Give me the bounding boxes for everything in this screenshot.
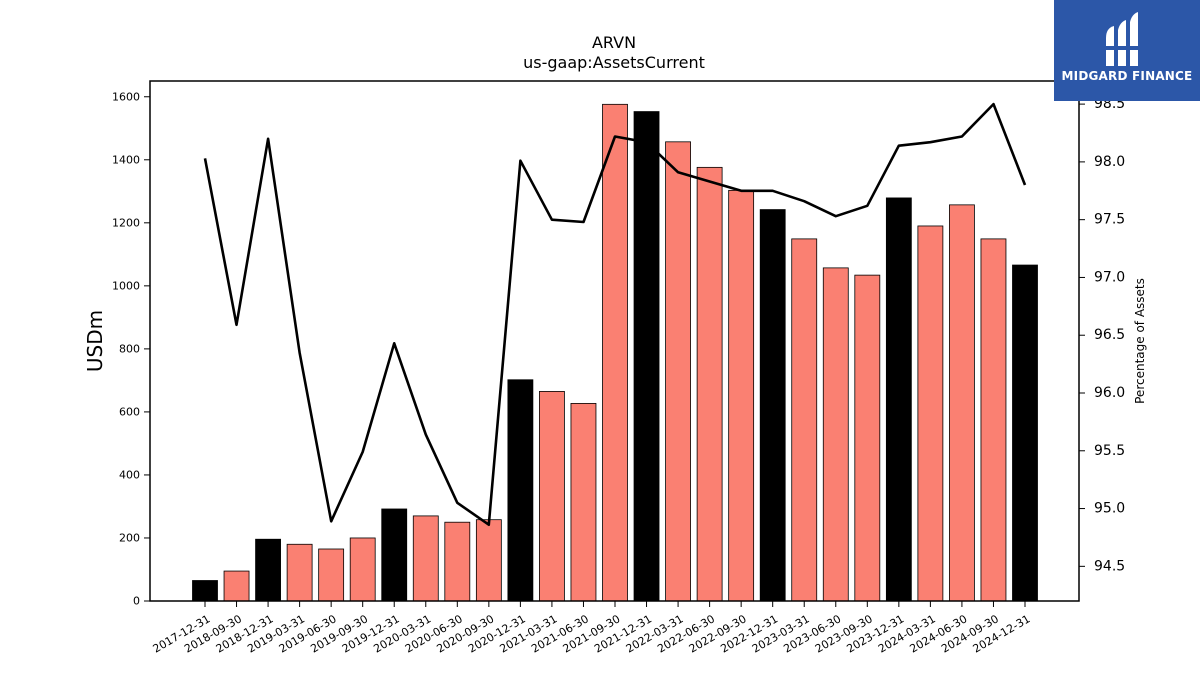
logo-text: MIDGARD FINANCE xyxy=(1061,69,1193,83)
bar xyxy=(980,238,1007,602)
bar xyxy=(854,274,881,602)
y-tick-label: 600 xyxy=(119,405,140,418)
bar xyxy=(223,570,250,602)
x-axis: 2017-12-312018-09-302018-12-312019-03-31… xyxy=(151,601,1033,656)
bar xyxy=(349,537,376,602)
y-axis-label: USDm xyxy=(83,310,107,372)
y2-axis-label: Percentage of Assets xyxy=(1133,278,1147,404)
y2-tick-label: 97.5 xyxy=(1094,212,1125,228)
y-tick-label: 1400 xyxy=(112,153,140,166)
y2-tick-label: 96.0 xyxy=(1094,385,1125,401)
bar xyxy=(1012,264,1038,602)
bar xyxy=(602,103,628,602)
bar xyxy=(949,204,975,602)
bar xyxy=(759,209,786,602)
y2-tick-label: 94.5 xyxy=(1094,558,1125,574)
y2-tick-label: 96.5 xyxy=(1094,327,1125,343)
bar xyxy=(822,267,849,602)
bar xyxy=(791,238,818,602)
y-tick-label: 800 xyxy=(119,342,140,355)
y-tick-label: 1000 xyxy=(112,279,140,292)
y2-tick-label: 98.0 xyxy=(1094,154,1125,170)
percentage-line xyxy=(203,102,1027,527)
y-tick-label: 400 xyxy=(119,468,140,481)
left-axis: 0 200 400 600 800 1000 1200 1400 1600 xyxy=(112,90,150,608)
y2-tick-label: 95.0 xyxy=(1094,501,1125,517)
bar xyxy=(318,548,345,602)
bar xyxy=(507,379,534,602)
bar xyxy=(539,391,565,602)
bar xyxy=(255,538,281,602)
bar xyxy=(192,580,218,602)
midgard-logo-icon xyxy=(1102,12,1146,66)
chart-subtitle: us-gaap:AssetsCurrent xyxy=(523,53,705,72)
bar xyxy=(633,111,660,602)
bar xyxy=(381,508,408,602)
bar xyxy=(885,197,912,602)
y-tick-label: 0 xyxy=(133,595,140,608)
bar xyxy=(665,141,691,602)
bars xyxy=(192,103,1038,602)
y2-tick-label: 95.5 xyxy=(1094,443,1125,459)
y-tick-label: 1200 xyxy=(112,216,140,229)
right-axis: 94.595.095.596.096.597.097.598.098.5 xyxy=(1079,96,1125,574)
line-path xyxy=(203,102,1027,527)
bar xyxy=(696,166,723,602)
chart-title: ARVN xyxy=(592,33,636,52)
y2-tick-label: 97.0 xyxy=(1094,269,1125,285)
bar xyxy=(475,519,502,602)
midgard-finance-logo: MIDGARD FINANCE xyxy=(1054,0,1200,101)
bar xyxy=(728,189,755,602)
y-tick-label: 200 xyxy=(119,531,140,544)
bar xyxy=(917,225,944,602)
bar xyxy=(286,543,313,602)
bar xyxy=(412,515,439,602)
bar xyxy=(570,402,597,602)
y-tick-label: 1600 xyxy=(112,90,140,103)
bar xyxy=(444,521,471,602)
